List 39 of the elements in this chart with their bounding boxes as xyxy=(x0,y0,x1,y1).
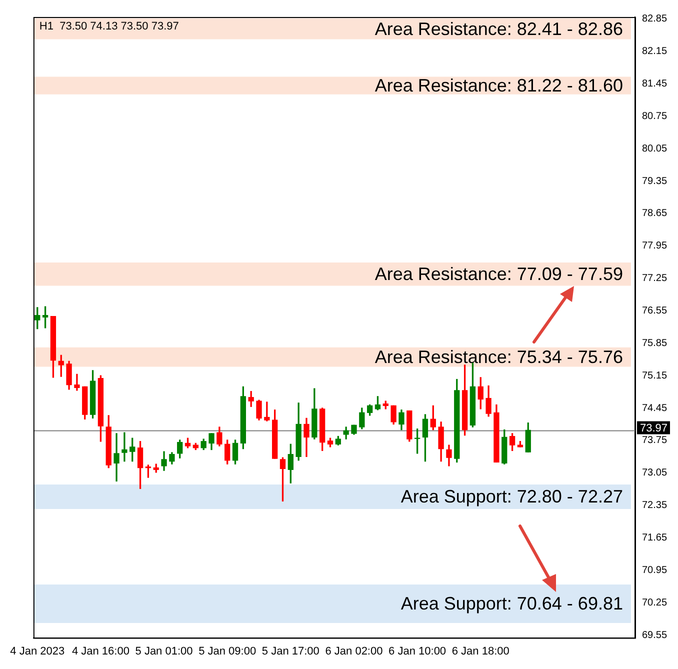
y-tick-label: 77.25 xyxy=(642,273,668,284)
band-label: Area Support: 72.80 - 72.27 xyxy=(400,486,623,507)
band-label: Area Resistance: 81.22 - 81.60 xyxy=(374,76,623,96)
candlestick xyxy=(74,374,80,391)
x-tick-label: 6 Jan 10:00 xyxy=(388,645,446,658)
y-tick-label: 73.05 xyxy=(642,468,668,479)
y-tick-label: 79.35 xyxy=(642,176,668,187)
y-tick-label: 82.15 xyxy=(642,46,668,58)
y-tick-label: 75.85 xyxy=(642,338,668,349)
candlestick xyxy=(114,433,120,482)
y-tick-label: 73.75 xyxy=(642,435,668,446)
x-tick-label: 6 Jan 18:00 xyxy=(452,645,510,658)
y-tick-label: 74.45 xyxy=(642,402,668,414)
band-label: Area Resistance: 82.41 - 82.86 xyxy=(374,18,623,39)
band-label: Area Resistance: 75.34 - 75.76 xyxy=(374,347,623,368)
x-tick-label: 5 Jan 17:00 xyxy=(262,645,320,658)
band-label: Area Resistance: 77.09 - 77.59 xyxy=(374,264,623,284)
x-tick-label: 4 Jan 16:00 xyxy=(72,645,130,658)
x-tick-label: 6 Jan 02:00 xyxy=(325,645,383,658)
y-tick-label: 81.45 xyxy=(642,78,668,90)
y-tick-label: 77.95 xyxy=(642,240,668,252)
y-tick-label: 69.55 xyxy=(642,630,668,641)
x-tick-label: 5 Jan 09:00 xyxy=(198,645,256,658)
y-tick-label: 78.65 xyxy=(642,208,668,220)
candlestick xyxy=(122,432,128,462)
y-tick-label: 70.25 xyxy=(642,597,668,608)
chart-title: H1 73.50 74.13 73.50 73.97 xyxy=(39,20,179,33)
y-tick-label: 72.35 xyxy=(642,500,668,512)
band-label: Area Support: 70.64 - 69.81 xyxy=(400,594,623,614)
y-tick-label: 80.05 xyxy=(642,143,668,154)
y-tick-label: 71.65 xyxy=(642,532,668,544)
x-tick-label: 4 Jan 2023 xyxy=(10,645,65,658)
y-tick-label: 70.95 xyxy=(642,564,668,576)
x-tick-label: 5 Jan 01:00 xyxy=(135,645,193,658)
y-tick-label: 76.55 xyxy=(642,305,668,316)
y-tick-label: 75.15 xyxy=(642,370,668,382)
y-tick-label: 80.75 xyxy=(642,110,668,122)
ref-line-label: 73.97 xyxy=(640,422,668,434)
y-tick-label: 82.85 xyxy=(642,14,668,25)
